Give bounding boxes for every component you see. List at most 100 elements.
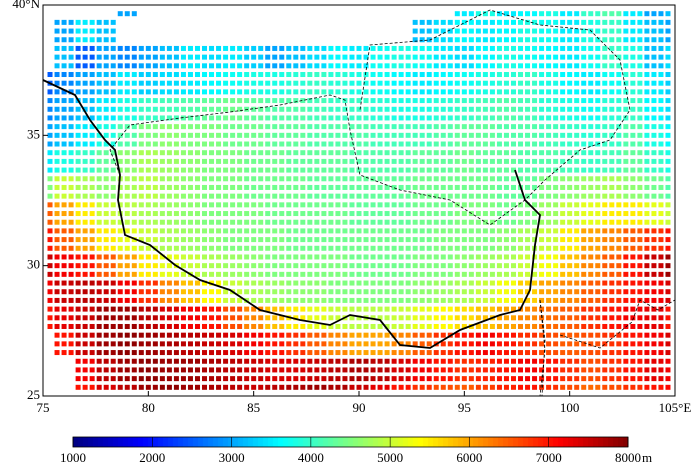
grid-cell — [503, 228, 509, 234]
grid-cell — [588, 263, 594, 269]
grid-cell — [665, 280, 671, 286]
grid-cell — [468, 98, 474, 104]
grid-cell — [461, 37, 467, 43]
grid-cell — [82, 350, 88, 356]
grid-cell — [244, 289, 250, 295]
grid-cell — [173, 306, 179, 312]
grid-cell — [286, 332, 292, 338]
grid-cell — [468, 271, 474, 277]
grid-cell — [194, 63, 200, 69]
grid-cell — [651, 384, 657, 390]
grid-cell — [384, 237, 390, 243]
grid-cell — [300, 167, 306, 173]
grid-cell — [321, 167, 327, 173]
grid-cell — [216, 350, 222, 356]
grid-cell — [658, 367, 664, 373]
grid-cell — [68, 323, 74, 329]
grid-cell — [496, 271, 502, 277]
grid-cell — [258, 89, 264, 95]
grid-cell — [426, 184, 432, 190]
grid-cell — [300, 150, 306, 156]
grid-cell — [630, 19, 636, 25]
grid-cell — [482, 11, 488, 17]
grid-cell — [286, 167, 292, 173]
grid-cell — [384, 98, 390, 104]
grid-cell — [103, 297, 109, 303]
grid-cell — [293, 124, 299, 130]
grid-cell — [279, 80, 285, 86]
grid-cell — [637, 315, 643, 321]
grid-cell — [447, 72, 453, 78]
grid-cell — [503, 54, 509, 60]
country-border — [539, 299, 546, 397]
grid-cell — [574, 89, 580, 95]
grid-cell — [75, 45, 81, 51]
grid-cell — [54, 315, 60, 321]
grid-cell — [602, 237, 608, 243]
grid-cell — [525, 211, 531, 217]
grid-cell — [96, 132, 102, 138]
grid-cell — [609, 202, 615, 208]
grid-cell — [131, 289, 137, 295]
grid-cell — [651, 254, 657, 260]
grid-cell — [356, 237, 362, 243]
grid-cell — [307, 167, 313, 173]
grid-cell — [391, 176, 397, 182]
grid-cell — [293, 332, 299, 338]
grid-cell — [532, 28, 538, 34]
grid-cell — [166, 228, 172, 234]
grid-cell — [546, 158, 552, 164]
colorbar-swatch — [203, 437, 209, 447]
grid-cell — [560, 306, 566, 312]
grid-cell — [370, 141, 376, 147]
grid-cell — [230, 254, 236, 260]
grid-cell — [623, 176, 629, 182]
grid-cell — [412, 115, 418, 121]
grid-cell — [623, 350, 629, 356]
grid-cell — [658, 193, 664, 199]
grid-cell — [609, 297, 615, 303]
grid-cell — [468, 332, 474, 338]
grid-cell — [328, 202, 334, 208]
grid-cell — [644, 245, 650, 251]
grid-cell — [209, 150, 215, 156]
grid-cell — [412, 332, 418, 338]
grid-cell — [335, 280, 341, 286]
grid-cell — [461, 184, 467, 190]
grid-cell — [616, 350, 622, 356]
grid-cell — [616, 271, 622, 277]
grid-cell — [665, 19, 671, 25]
grid-cell — [187, 367, 193, 373]
grid-cell — [237, 106, 243, 112]
grid-cell — [237, 72, 243, 78]
grid-cell — [426, 19, 432, 25]
grid-cell — [496, 28, 502, 34]
grid-cell — [117, 315, 123, 321]
grid-cell — [75, 141, 81, 147]
grid-cell — [553, 11, 559, 17]
grid-cell — [539, 237, 545, 243]
grid-cell — [658, 280, 664, 286]
grid-cell — [623, 245, 629, 251]
grid-cell — [342, 332, 348, 338]
grid-cell — [665, 158, 671, 164]
grid-cell — [117, 254, 123, 260]
grid-cell — [363, 150, 369, 156]
grid-cell — [567, 306, 573, 312]
grid-cell — [602, 332, 608, 338]
grid-cell — [630, 297, 636, 303]
grid-cell — [461, 350, 467, 356]
grid-cell — [665, 297, 671, 303]
grid-cell — [398, 132, 404, 138]
grid-cell — [560, 202, 566, 208]
grid-cell — [602, 211, 608, 217]
grid-cell — [482, 184, 488, 190]
grid-cell — [574, 254, 580, 260]
grid-cell — [560, 297, 566, 303]
grid-cell — [54, 193, 60, 199]
grid-cell — [496, 367, 502, 373]
grid-cell — [518, 98, 524, 104]
grid-cell — [525, 106, 531, 112]
grid-cell — [230, 132, 236, 138]
grid-cell — [363, 63, 369, 69]
